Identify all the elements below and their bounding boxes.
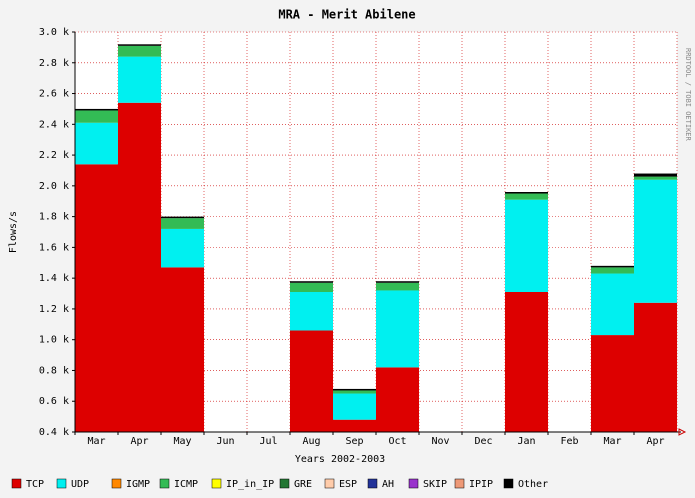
bar-segment — [505, 199, 548, 292]
x-tick-label: Jun — [216, 436, 234, 447]
bar-segment — [333, 393, 376, 420]
bar-segment — [118, 56, 161, 103]
bar-segment — [290, 330, 333, 432]
legend-label: IGMP — [126, 479, 150, 490]
y-tick-label: 0.6 k — [39, 396, 69, 407]
bar-segment — [634, 302, 677, 432]
legend-swatch — [367, 478, 378, 489]
legend-swatch — [11, 478, 22, 489]
bar-segment — [591, 265, 634, 268]
legend-label: GRE — [294, 479, 312, 490]
y-axis-label: Flows/s — [8, 211, 19, 253]
legend-label: IP_in_IP — [226, 479, 274, 490]
y-tick-label: 2.0 k — [39, 181, 69, 192]
legend-label: UDP — [71, 479, 89, 490]
bar-segment — [333, 388, 376, 391]
bar-segment — [505, 192, 548, 194]
bar-segment — [376, 290, 419, 368]
bar-segment — [333, 390, 376, 394]
bar-segment — [505, 292, 548, 432]
bar-segment — [634, 176, 677, 180]
bar-segment — [161, 216, 204, 219]
bar-segment — [290, 281, 333, 283]
legend-swatch — [454, 478, 465, 489]
x-axis-arrow — [678, 428, 687, 436]
bar-segment — [161, 228, 204, 268]
legend-label: AH — [382, 479, 394, 490]
y-tick-label: 2.2 k — [39, 150, 69, 161]
legend-label: IPIP — [469, 479, 493, 490]
y-tick-label: 1.4 k — [39, 273, 69, 284]
x-tick-label: Feb — [560, 436, 578, 447]
bar-segment — [376, 281, 419, 283]
y-tick-label: 3.0 k — [39, 27, 69, 38]
bar-segment — [118, 44, 161, 46]
bar-segment — [75, 164, 118, 433]
legend-label: ICMP — [174, 479, 198, 490]
y-tick-label: 2.8 k — [39, 58, 69, 69]
legend-label: ESP — [339, 479, 357, 490]
bar-segment — [290, 292, 333, 331]
bar-segment — [505, 193, 548, 200]
legend-swatch — [279, 478, 290, 489]
legend-swatch — [159, 478, 170, 489]
x-tick-label: Apr — [130, 436, 148, 447]
bar-segment — [118, 45, 161, 57]
bar-segment — [161, 267, 204, 432]
legend-label: SKIP — [423, 479, 447, 490]
x-tick-label: Dec — [474, 436, 492, 447]
y-tick-label: 1.8 k — [39, 212, 69, 223]
x-tick-label: Mar — [603, 436, 621, 447]
y-tick-label: 2.4 k — [39, 119, 69, 130]
y-tick-label: 2.6 k — [39, 89, 69, 100]
x-tick-label: Mar — [87, 436, 105, 447]
legend-swatch — [56, 478, 67, 489]
bar-segment — [634, 179, 677, 303]
credit: RRDTOOL / TOBI OETIKER — [684, 48, 692, 142]
bar-segment — [591, 267, 634, 274]
bar-segment — [290, 282, 333, 292]
y-tick-label: 0.8 k — [39, 365, 69, 376]
legend-label: TCP — [26, 479, 44, 490]
legend-swatch — [503, 478, 514, 489]
x-tick-label: Jan — [517, 436, 535, 447]
legend-swatch — [111, 478, 122, 489]
bar-segment — [118, 102, 161, 433]
legend-swatch — [408, 478, 419, 489]
legend-swatch — [324, 478, 335, 489]
bar-segment — [75, 108, 118, 111]
x-tick-label: Apr — [646, 436, 664, 447]
bar-segment — [634, 173, 677, 177]
y-tick-label: 1.6 k — [39, 242, 69, 253]
x-tick-label: Jul — [259, 436, 277, 447]
y-tick-label: 1.2 k — [39, 304, 69, 315]
x-tick-label: Oct — [388, 436, 406, 447]
bar-segment — [75, 110, 118, 123]
bar-segment — [591, 335, 634, 432]
legend-label: Other — [518, 479, 548, 490]
chart-title: MRA - Merit Abilene — [278, 8, 415, 22]
x-tick-label: May — [173, 436, 191, 447]
legend-swatch — [211, 478, 222, 489]
y-tick-label: 0.4 k — [39, 427, 69, 438]
x-tick-label: Nov — [431, 436, 449, 447]
bar-segment — [376, 282, 419, 291]
x-axis-label: Years 2002-2003 — [295, 454, 385, 465]
x-tick-label: Aug — [302, 436, 320, 447]
bar-segment — [376, 367, 419, 432]
bar-segment — [591, 273, 634, 336]
x-tick-label: Sep — [345, 436, 363, 447]
bar-segment — [75, 122, 118, 165]
y-tick-label: 1.0 k — [39, 335, 69, 346]
bar-segment — [333, 419, 376, 432]
bar-segment — [161, 218, 204, 229]
